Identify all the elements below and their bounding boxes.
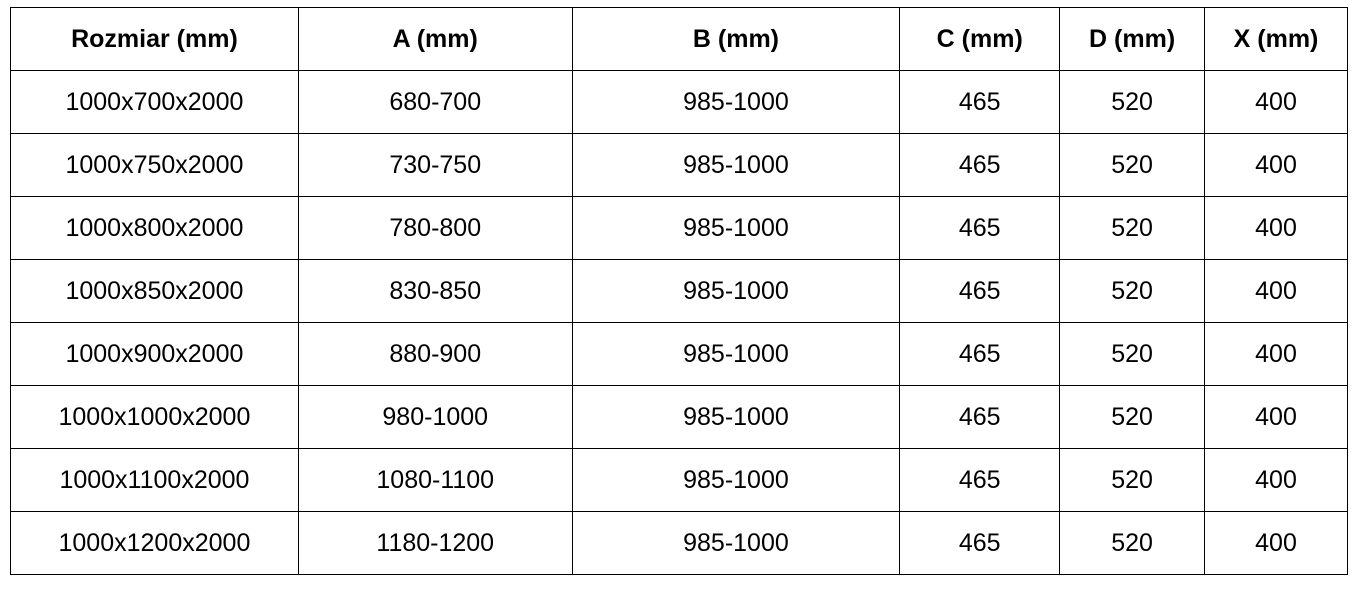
table-row: 1000x800x2000 780-800 985-1000 465 520 400 (10, 196, 1348, 260)
table-cell: 520 (1059, 70, 1206, 134)
table-cell: 1000x750x2000 (10, 133, 299, 197)
table-cell: 985-1000 (571, 196, 901, 260)
table-cell: 465 (899, 511, 1061, 575)
table-cell: 1000x1200x2000 (10, 511, 299, 575)
table-cell: 985-1000 (571, 259, 901, 323)
table-cell: 520 (1059, 133, 1206, 197)
table-cell: 985-1000 (571, 448, 901, 512)
column-header: X (mm) (1204, 7, 1348, 71)
table-cell: 980-1000 (297, 385, 573, 449)
table-cell: 465 (899, 196, 1061, 260)
column-header: B (mm) (571, 7, 901, 71)
table-cell: 985-1000 (571, 511, 901, 575)
table-row: 1000x850x2000 830-850 985-1000 465 520 400 (10, 259, 1348, 323)
table-cell: 400 (1204, 259, 1348, 323)
table-cell: 1000x700x2000 (10, 70, 299, 134)
table-cell: 465 (899, 448, 1061, 512)
table-cell: 520 (1059, 511, 1206, 575)
table-cell: 985-1000 (571, 385, 901, 449)
table-cell: 520 (1059, 322, 1206, 386)
column-header: A (mm) (297, 7, 573, 71)
table-cell: 520 (1059, 385, 1206, 449)
table-cell: 520 (1059, 196, 1206, 260)
table-cell: 400 (1204, 322, 1348, 386)
table-cell: 400 (1204, 196, 1348, 260)
table-row: 1000x1100x2000 1080-1100 985-1000 465 520 400 (10, 448, 1348, 512)
table-cell: 880-900 (297, 322, 573, 386)
table-cell: 780-800 (297, 196, 573, 260)
column-header: D (mm) (1059, 7, 1206, 71)
table-cell: 1000x850x2000 (10, 259, 299, 323)
table-cell: 985-1000 (571, 322, 901, 386)
table-cell: 400 (1204, 385, 1348, 449)
table-row: 1000x1000x2000 980-1000 985-1000 465 520 400 (10, 385, 1348, 449)
table-cell: 730-750 (297, 133, 573, 197)
column-header: C (mm) (899, 7, 1061, 71)
table-cell: 1080-1100 (297, 448, 573, 512)
header-row: Rozmiar (mm) A (mm) B (mm) C (mm) D (mm) X (m… (10, 7, 1348, 71)
table-cell: 1000x1100x2000 (10, 448, 299, 512)
table-row: 1000x900x2000 880-900 985-1000 465 520 400 (10, 322, 1348, 386)
table-cell: 1000x1000x2000 (10, 385, 299, 449)
table-cell: 1000x800x2000 (10, 196, 299, 260)
table-cell: 465 (899, 70, 1061, 134)
table-cell: 465 (899, 133, 1061, 197)
column-header: Rozmiar (mm) (10, 7, 299, 71)
table-cell: 1180-1200 (297, 511, 573, 575)
dimensions-table: Rozmiar (mm) A (mm) B (mm) C (mm) D (mm) X (m… (10, 7, 1348, 575)
table-row: 1000x700x2000 680-700 985-1000 465 520 400 (10, 70, 1348, 134)
table-cell: 400 (1204, 448, 1348, 512)
table-cell: 985-1000 (571, 70, 901, 134)
table-row: 1000x1200x2000 1180-1200 985-1000 465 520 400 (10, 511, 1348, 575)
table-cell: 520 (1059, 448, 1206, 512)
table-row: 1000x750x2000 730-750 985-1000 465 520 400 (10, 133, 1348, 197)
table-cell: 400 (1204, 70, 1348, 134)
table-cell: 520 (1059, 259, 1206, 323)
table-cell: 465 (899, 259, 1061, 323)
table-cell: 1000x900x2000 (10, 322, 299, 386)
table-cell: 400 (1204, 511, 1348, 575)
table-cell: 830-850 (297, 259, 573, 323)
table-cell: 400 (1204, 133, 1348, 197)
table-cell: 465 (899, 322, 1061, 386)
table-cell: 985-1000 (571, 133, 901, 197)
table-cell: 465 (899, 385, 1061, 449)
table-cell: 680-700 (297, 70, 573, 134)
